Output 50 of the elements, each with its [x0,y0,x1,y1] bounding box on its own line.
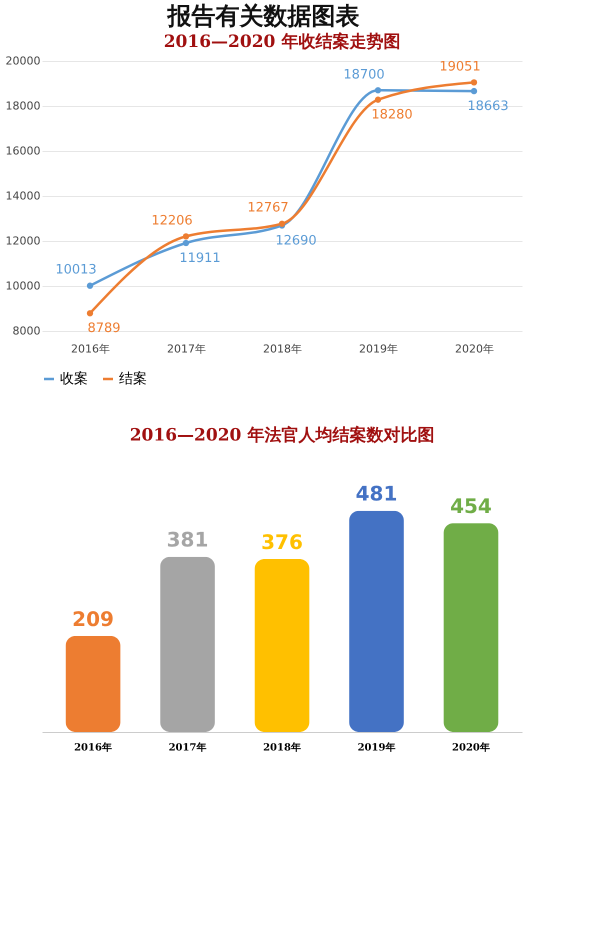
data-label: 18280 [371,108,413,123]
data-label: 10013 [55,262,97,278]
data-label: 18700 [343,67,385,82]
point [86,282,94,289]
bar [66,636,120,732]
point [374,87,382,94]
x-tick-label: 2020年 [452,742,490,754]
point [374,96,382,103]
x-tick-label: 2019年 [359,342,398,356]
data-label: 481 [356,482,398,506]
data-label: 12690 [275,233,317,248]
x-tick-label: 2020年 [455,342,494,356]
chart-subtitle: 2016—2020 年收结案走势图 [164,31,400,52]
y-tick-label: 8000 [12,324,40,338]
data-label: 11911 [179,251,221,266]
data-label: 12767 [247,200,289,216]
point [182,240,190,246]
data-label: 12206 [151,213,193,228]
data-label: 381 [166,528,208,552]
bar [349,510,404,732]
x-tick-label: 2016年 [71,342,110,356]
point [470,88,478,94]
bar [444,523,498,732]
y-tick-label: 14000 [6,190,40,202]
point [86,310,94,316]
x-tick-label: 2017年 [168,742,206,754]
data-label: 8789 [87,321,121,336]
y-tick-label: 16000 [6,144,40,158]
y-tick-label: 20000 [6,54,40,68]
point [182,233,190,240]
legend-label: 结案 [119,370,147,387]
chart-title: 2016—2020 年法官人均结案数对比图 [130,424,434,446]
x-tick-label: 2018年 [263,742,301,754]
x-tick-label: 2017年 [167,342,206,356]
chart-title: 报告有关数据图表 [166,1,360,30]
data-label: 209 [72,606,114,631]
bar [254,559,310,732]
x-tick-label: 2016年 [74,742,112,754]
y-tick-label: 12000 [6,234,40,248]
point [470,79,478,86]
x-tick-label: 2018年 [263,342,302,356]
bar [160,556,215,732]
data-label: 376 [261,530,303,554]
data-label: 19051 [439,59,481,74]
data-label: 18663 [467,99,509,114]
x-tick-label: 2019年 [358,742,396,754]
data-label: 454 [450,494,492,518]
y-tick-label: 10000 [6,280,40,292]
legend-label: 收案 [60,370,88,387]
y-tick-label: 18000 [6,100,40,112]
